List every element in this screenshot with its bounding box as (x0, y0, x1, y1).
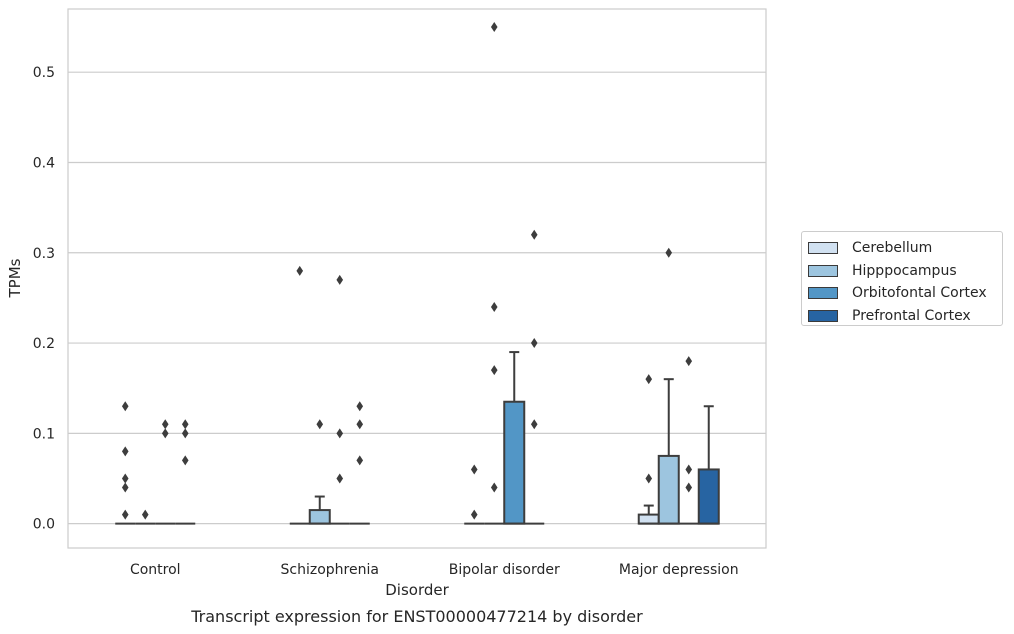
y-axis-ticks: 0.0 0.1 0.2 0.3 0.4 0.5 (33, 65, 55, 532)
box-hipppocampus (484, 22, 505, 525)
box-body (657, 454, 680, 525)
outlier-point (336, 473, 344, 484)
box-hipppocampus (657, 247, 680, 525)
outlier-point (181, 419, 189, 430)
x-tick-label: Schizophrenia (281, 562, 379, 578)
outlier-point (316, 419, 324, 430)
x-tick-label: Control (130, 562, 181, 578)
x-axis-ticks: Control Schizophrenia Bipolar disorder Majo… (130, 562, 739, 578)
plot-frame (67, 8, 767, 549)
box-body (637, 513, 660, 525)
outlier-point (356, 455, 364, 466)
legend-label: Prefrontal Cortex (852, 307, 971, 324)
y-tick-label: 0.4 (33, 155, 55, 171)
outlier-point (121, 473, 129, 484)
box-orbitofontal-cortex (329, 274, 350, 525)
legend-item: Cerebellum (808, 237, 1002, 260)
outlier-point (470, 464, 478, 475)
outlier-point (296, 265, 304, 276)
y-tick-label: 0.1 (33, 426, 55, 442)
x-tick-label: Bipolar disorder (449, 562, 560, 578)
outlier-point (530, 338, 538, 349)
box-orbitofontal-cortex (155, 419, 176, 525)
y-tick-label: 0.0 (33, 517, 55, 533)
legend-swatch (808, 309, 838, 322)
outlier-point (336, 428, 344, 439)
legend-label: Orbitofontal Cortex (852, 285, 987, 302)
outlier-point (665, 247, 673, 258)
outlier-point (356, 401, 364, 412)
outlier-point (490, 482, 498, 493)
outlier-point (470, 509, 478, 520)
outlier-point (141, 509, 149, 520)
outlier-point (490, 301, 498, 312)
outlier-point (336, 274, 344, 285)
outlier-point (530, 229, 538, 240)
box-prefrontal-cortex (349, 401, 370, 525)
box-hipppocampus (308, 419, 331, 525)
y-tick-label: 0.2 (33, 336, 55, 352)
x-axis-label: Disorder (385, 581, 449, 599)
box-prefrontal-cortex (524, 229, 545, 525)
outlier-point (121, 509, 129, 520)
box-cerebellum (115, 401, 136, 525)
outlier-point (685, 482, 693, 493)
legend-item: Hipppocampus (808, 260, 1002, 283)
outlier-point (181, 455, 189, 466)
outlier-point (685, 356, 693, 367)
legend: Cerebellum Hipppocampus Orbitofontal Corte… (801, 231, 1003, 326)
x-tick-label: Major depression (619, 562, 739, 578)
outlier-point (181, 428, 189, 439)
box-prefrontal-cortex (697, 405, 720, 525)
box-body (697, 468, 720, 525)
outlier-point (121, 401, 129, 412)
box-orbitofontal-cortex (678, 356, 699, 525)
box-cerebellum (637, 374, 660, 525)
outlier-point (356, 419, 364, 430)
box-prefrontal-cortex (175, 419, 196, 525)
chart-title: Transcript expression for ENST0000047721… (190, 607, 643, 626)
legend-item: Prefrontal Cortex (808, 305, 1002, 328)
outlier-point (121, 482, 129, 493)
outlier-point (490, 365, 498, 376)
data-marks (115, 22, 720, 525)
legend-swatch (808, 287, 838, 300)
outlier-point (645, 473, 653, 484)
outlier-point (685, 464, 693, 475)
legend-item: Orbitofontal Cortex (808, 282, 1002, 305)
legend-swatch (808, 242, 838, 255)
box-body (503, 400, 526, 525)
y-tick-label: 0.5 (33, 65, 55, 81)
box-hipppocampus (135, 509, 156, 525)
box-cerebellum (289, 265, 310, 525)
outlier-point (161, 419, 169, 430)
box-cerebellum (464, 464, 485, 525)
legend-swatch (808, 264, 838, 277)
outlier-point (161, 428, 169, 439)
outlier-point (490, 22, 498, 33)
box-orbitofontal-cortex (503, 351, 526, 525)
outlier-point (121, 446, 129, 457)
legend-label: Hipppocampus (852, 262, 957, 279)
y-axis-label: TPMs (6, 258, 24, 298)
outlier-point (530, 419, 538, 430)
outlier-point (645, 374, 653, 385)
box-body (308, 509, 331, 525)
y-tick-label: 0.3 (33, 246, 55, 262)
legend-label: Cerebellum (852, 240, 933, 257)
